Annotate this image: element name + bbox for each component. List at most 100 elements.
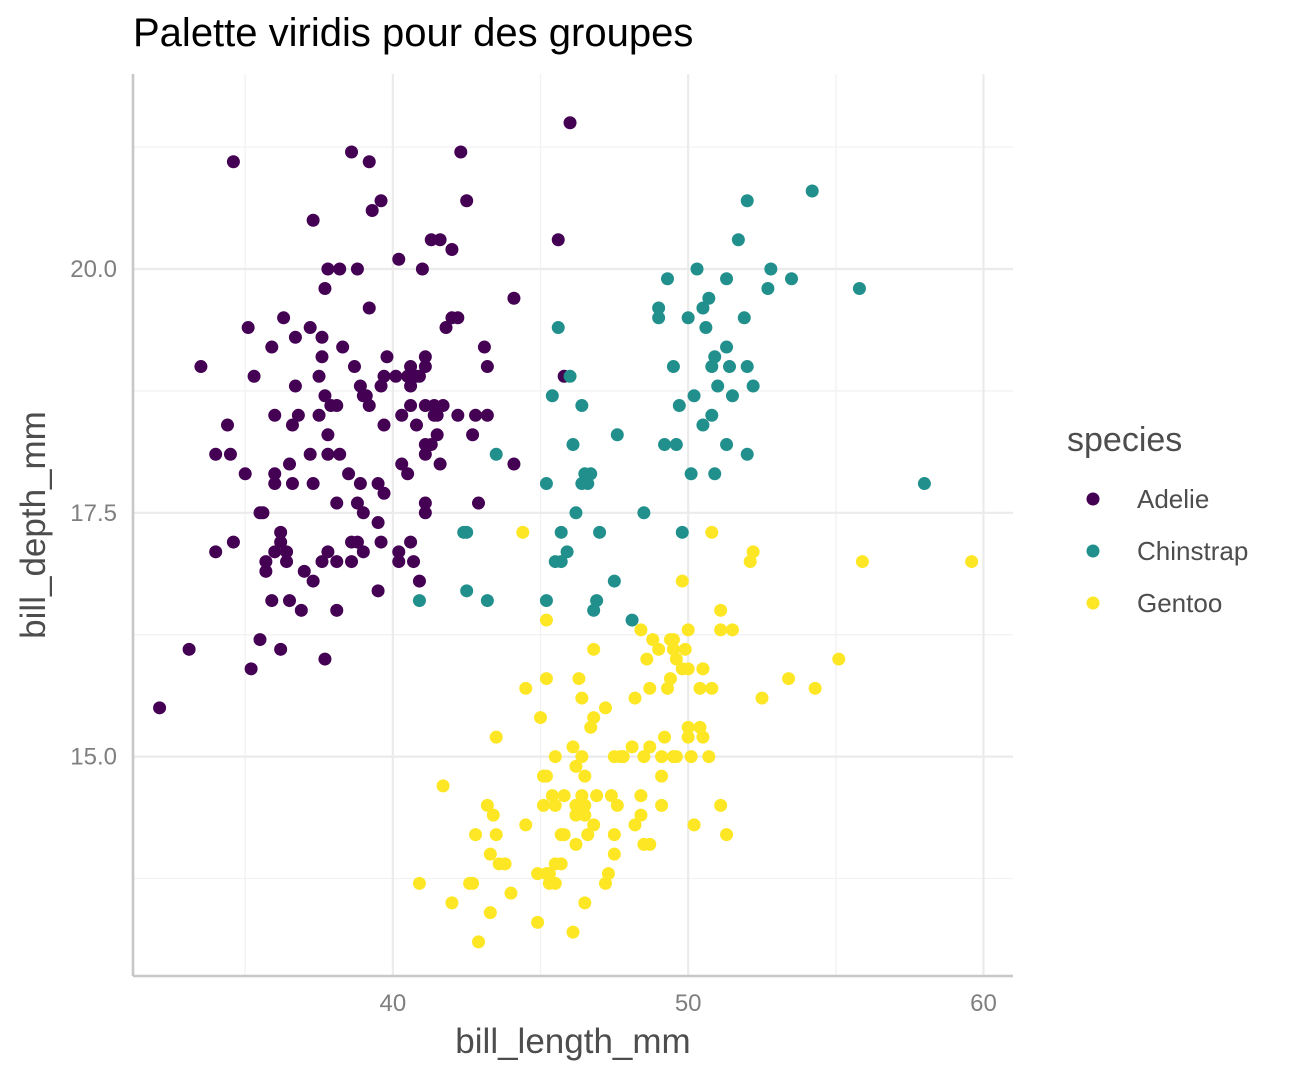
data-point — [575, 750, 589, 764]
data-point — [362, 399, 376, 413]
x-tick-label: 50 — [675, 990, 702, 1017]
data-point — [445, 896, 459, 910]
data-point — [696, 301, 710, 315]
data-point — [610, 798, 624, 812]
data-point — [731, 233, 745, 247]
data-point — [593, 525, 607, 539]
data-point — [666, 633, 680, 647]
data-point — [371, 516, 385, 530]
data-point — [362, 155, 376, 169]
data-point — [285, 477, 299, 491]
data-point — [466, 876, 480, 890]
data-point — [347, 360, 361, 374]
y-tick-label: 20.0 — [70, 256, 117, 283]
data-point — [551, 321, 565, 335]
data-point — [711, 379, 725, 393]
data-point — [808, 681, 822, 695]
data-point — [412, 574, 426, 588]
data-point — [392, 555, 406, 569]
data-point — [539, 613, 553, 627]
data-point — [194, 360, 208, 374]
data-point — [637, 506, 651, 520]
data-point — [660, 272, 674, 286]
data-point — [280, 555, 294, 569]
data-point — [469, 408, 483, 422]
data-point — [377, 486, 391, 500]
data-point — [268, 545, 282, 559]
data-point — [640, 652, 654, 666]
data-point — [247, 369, 261, 383]
data-point — [705, 408, 719, 422]
data-point — [439, 321, 453, 335]
data-point — [545, 789, 559, 803]
data-point — [365, 204, 379, 218]
data-point — [472, 496, 486, 510]
data-point — [306, 213, 320, 227]
data-point — [587, 603, 601, 617]
data-point — [472, 935, 486, 949]
data-point — [598, 701, 612, 715]
data-point — [575, 399, 589, 413]
data-point — [519, 818, 533, 832]
data-point — [312, 408, 326, 422]
data-point — [643, 681, 657, 695]
data-point — [720, 272, 734, 286]
data-point — [681, 730, 695, 744]
data-point — [226, 535, 240, 549]
data-point — [725, 623, 739, 637]
data-point — [321, 447, 335, 461]
data-point — [466, 428, 480, 442]
data-point — [720, 438, 734, 452]
data-point — [268, 477, 282, 491]
data-point — [430, 408, 444, 422]
data-point — [681, 623, 695, 637]
data-point — [531, 915, 545, 929]
data-point — [587, 642, 601, 656]
data-point — [374, 379, 388, 393]
legend-items: Adelie Chinstrap Gentoo — [1086, 484, 1248, 618]
data-point — [578, 808, 592, 822]
series-chinstrap — [412, 184, 931, 627]
data-point — [708, 350, 722, 364]
data-point — [746, 545, 760, 559]
data-point — [294, 603, 308, 617]
chart-title: Palette viridis pour des groupes — [133, 11, 693, 55]
data-point — [714, 623, 728, 637]
data-point — [737, 311, 751, 325]
data-point — [268, 408, 282, 422]
data-point — [303, 447, 317, 461]
data-point — [693, 681, 707, 695]
data-point — [345, 145, 359, 159]
data-point — [268, 467, 282, 481]
series-adelie — [153, 116, 577, 715]
data-point — [356, 506, 370, 520]
data-point — [486, 808, 500, 822]
data-point — [681, 720, 695, 734]
data-point — [652, 642, 666, 656]
data-point — [274, 535, 288, 549]
data-point — [380, 350, 394, 364]
data-point — [572, 672, 586, 686]
data-point — [507, 457, 521, 471]
x-axis-title: bill_length_mm — [455, 1022, 690, 1061]
data-point — [832, 652, 846, 666]
data-point — [702, 291, 716, 305]
data-point — [330, 496, 344, 510]
data-point — [684, 467, 698, 481]
data-point — [705, 360, 719, 374]
data-point — [401, 467, 415, 481]
data-point — [415, 262, 429, 276]
data-point — [407, 555, 421, 569]
data-point — [965, 555, 979, 569]
data-point — [557, 789, 571, 803]
data-point — [581, 828, 595, 842]
data-point — [607, 847, 621, 861]
data-point — [315, 555, 329, 569]
data-point — [669, 750, 683, 764]
data-point — [371, 477, 385, 491]
data-point — [315, 330, 329, 344]
data-point — [575, 691, 589, 705]
data-point — [330, 555, 344, 569]
data-point — [539, 672, 553, 686]
